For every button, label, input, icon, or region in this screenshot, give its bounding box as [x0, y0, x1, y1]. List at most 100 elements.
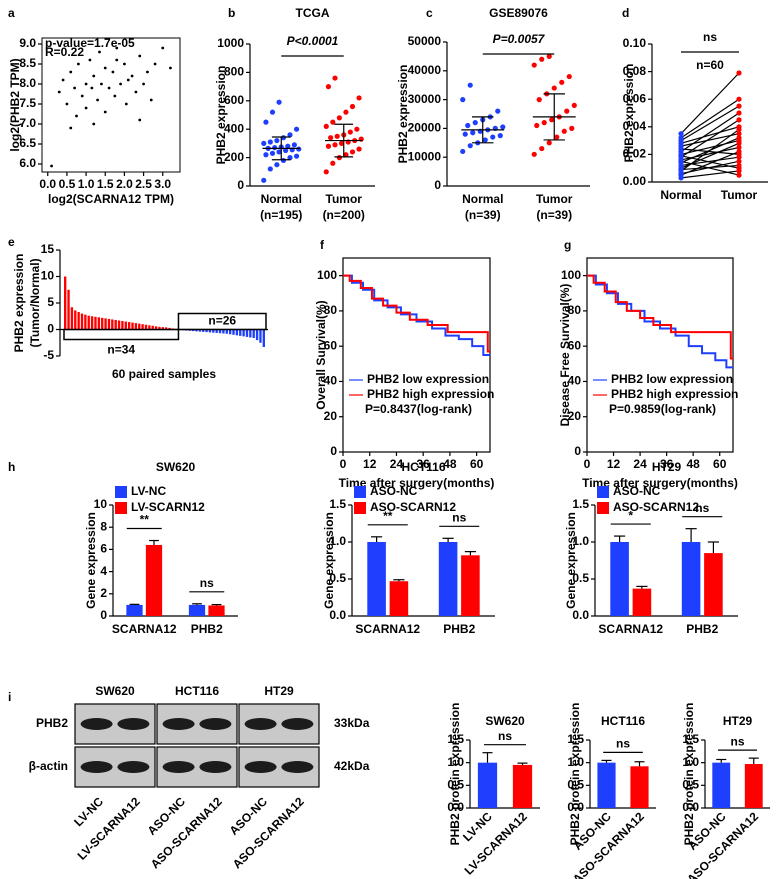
y-tick-label: 0.06: [623, 91, 647, 105]
bar: [134, 323, 138, 330]
y-tick-label: 40: [324, 374, 338, 388]
bar: [141, 324, 144, 330]
lane-label: LV-NC: [71, 794, 106, 829]
y-tick-label: 0: [330, 444, 337, 458]
point: [336, 115, 342, 121]
x-tick-label: PHB2: [686, 622, 718, 636]
point: [554, 134, 560, 140]
bar: [67, 289, 70, 330]
y-tick-label: 0.08: [623, 64, 647, 78]
point: [736, 70, 742, 76]
y-tick-label: 4: [100, 564, 107, 578]
point: [126, 78, 130, 82]
point: [276, 149, 282, 155]
significance: ns: [498, 729, 512, 743]
significance: ns: [452, 510, 466, 524]
x-axis-label: Time after surgery(months): [582, 476, 738, 490]
bar: [165, 327, 168, 330]
y-tick-label: 1.0: [572, 534, 589, 548]
blot-band: [80, 761, 113, 773]
point: [274, 137, 280, 144]
point: [149, 98, 153, 102]
panel-letter: a: [8, 6, 15, 20]
legend-label: LV-SCARN12: [131, 500, 205, 514]
x-tick-label: 1.5: [97, 177, 114, 191]
pair-line: [680, 112, 740, 153]
point: [347, 129, 353, 135]
point: [678, 131, 684, 137]
point: [50, 164, 53, 168]
x-tick-label: Tumor: [721, 188, 758, 202]
bar: [124, 321, 127, 330]
bar: [114, 319, 117, 330]
legend-label: LV-NC: [131, 484, 166, 498]
point: [482, 137, 488, 143]
x-tick-label: Normal: [462, 192, 503, 206]
y-tick-label: 400: [224, 121, 244, 135]
category-note: (n=200): [323, 208, 365, 222]
x-tick-label: SCARNA12: [598, 622, 663, 636]
group-box: [63, 328, 180, 341]
bar: [222, 329, 225, 334]
x-tick-label: 36: [417, 457, 431, 471]
point: [291, 142, 297, 148]
bar: [712, 762, 731, 808]
pair-line: [680, 140, 740, 155]
point: [276, 99, 282, 105]
bar: [117, 320, 121, 330]
y-axis-label: PHB2 expression: [622, 64, 636, 163]
y-tick-label: 0.5: [329, 571, 346, 585]
y-tick-label: 100: [317, 268, 337, 282]
y-tick-label: -5: [43, 348, 54, 362]
x-axis-label: Time after surgery(months): [339, 476, 495, 490]
point: [571, 102, 577, 108]
point: [566, 73, 572, 80]
y-tick-label: 30000: [408, 92, 442, 106]
bar: [191, 329, 195, 332]
point: [564, 108, 570, 114]
bar: [77, 312, 80, 330]
blot-band: [162, 718, 195, 730]
bar: [744, 764, 763, 808]
y-tick-label: 5: [47, 295, 54, 309]
x-tick-label: Tumor: [536, 192, 573, 206]
y-tick-label: 1.0: [682, 755, 699, 769]
point: [334, 133, 340, 139]
point: [84, 106, 88, 110]
pair-line: [680, 98, 740, 139]
y-tick-label: 0.00: [623, 174, 647, 188]
legend-swatch: [354, 486, 366, 498]
y-axis-label: Gene expression: [564, 512, 578, 609]
point: [263, 119, 269, 125]
y-tick-label: 0.0: [567, 800, 584, 814]
bar: [610, 542, 629, 616]
panel-letter: i: [8, 690, 11, 704]
bar: [158, 326, 161, 330]
point: [470, 130, 476, 136]
panel-letter: e: [8, 235, 15, 249]
note: n=34: [107, 343, 135, 357]
legend-label: PHB2 low expression: [611, 372, 733, 386]
y-tick-label: 1.0: [567, 755, 584, 769]
point: [134, 90, 138, 94]
bar: [235, 329, 239, 336]
bar: [630, 766, 649, 808]
blot-band: [117, 761, 150, 773]
legend-swatch: [597, 486, 609, 498]
point: [96, 98, 99, 102]
bar: [84, 314, 87, 330]
significance: ns: [695, 501, 709, 515]
significance: *: [628, 508, 633, 522]
bar: [148, 325, 151, 330]
cell-line-label: HCT116: [175, 684, 219, 698]
x-tick-label: 60: [713, 457, 727, 471]
point: [495, 108, 501, 114]
point: [539, 56, 545, 62]
y-tick-label: 0: [237, 178, 244, 192]
x-tick-label: 24: [390, 457, 404, 471]
point: [490, 134, 496, 140]
x-tick-label: PHB2: [191, 622, 223, 636]
pair-line: [680, 126, 740, 144]
blot-band: [281, 718, 314, 730]
